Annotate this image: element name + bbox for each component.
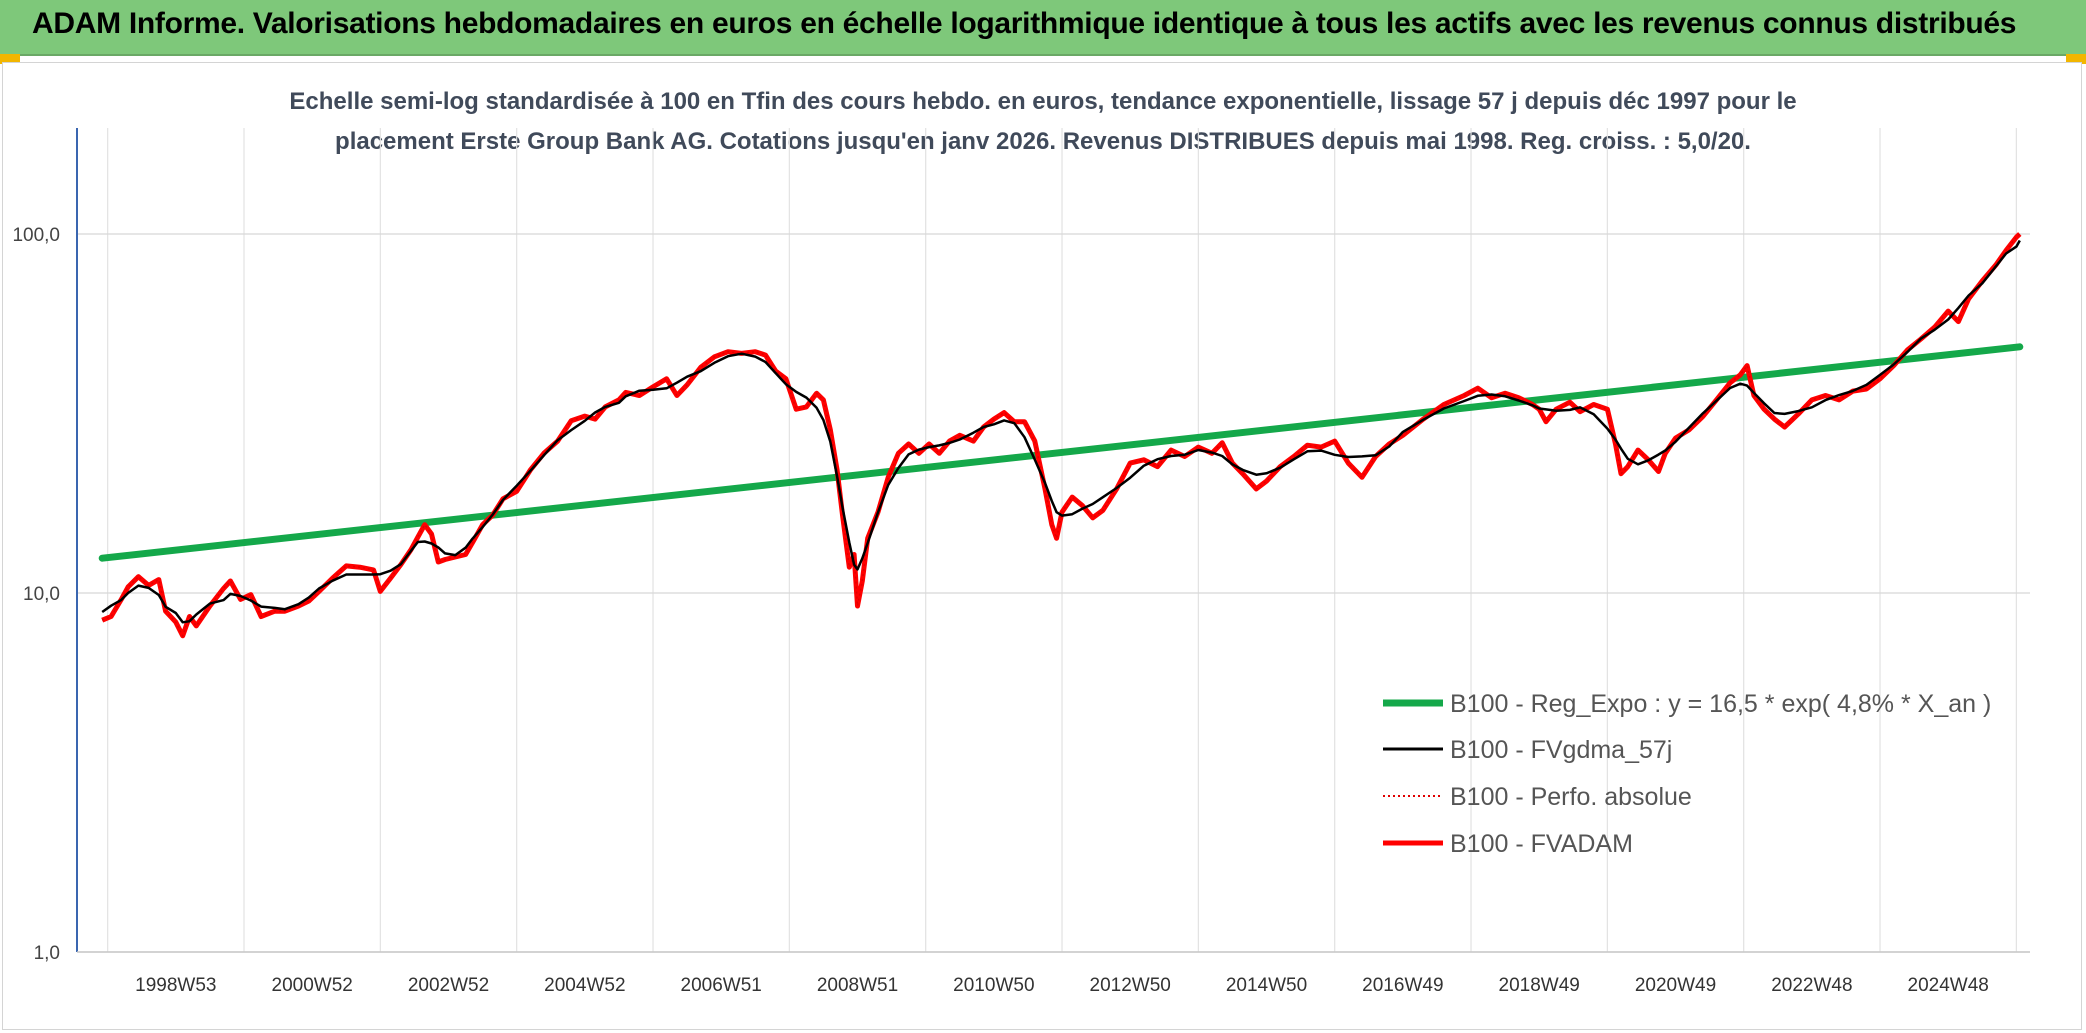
x-tick-label: 2000W52	[272, 975, 353, 996]
legend-label: B100 - FVADAM	[1450, 830, 1633, 858]
x-tick-label: 2010W50	[953, 975, 1034, 996]
x-tick-label: 2022W48	[1771, 975, 1852, 996]
chart-area	[2, 62, 2082, 1030]
x-tick-label: 2018W49	[1499, 975, 1580, 996]
x-tick-labels: 1998W53 2000W52 2002W52 2004W52 2006W51 2008W…	[135, 975, 1989, 996]
y-tick-labels: 1,0 10,0 100,0	[12, 225, 60, 964]
y-tick-label: 1,0	[34, 943, 60, 964]
x-tick-label: 2006W51	[681, 975, 762, 996]
series-lines	[98, 232, 2024, 639]
legend-label: B100 - FVgdma_57j	[1450, 736, 1672, 764]
series-fvgdma-line	[101, 239, 2021, 624]
legend: B100 - Reg_Expo : y = 16,5 * exp( 4,8% *…	[1383, 690, 1991, 858]
grid-lines	[77, 128, 2030, 953]
chart-subtitle-line-1: Echelle semi-log standardisée à 100 en T…	[289, 88, 1797, 115]
x-tick-label: 2020W49	[1635, 975, 1716, 996]
chart-subtitle-line-2: placement Erste Group Bank AG. Cotations…	[335, 128, 1751, 155]
banner: ADAM Informe. Valorisations hebdomadaire…	[0, 0, 2086, 56]
legend-label: B100 - Reg_Expo : y = 16,5 * exp( 4,8% *…	[1450, 690, 1991, 718]
x-tick-label: 2002W52	[408, 975, 489, 996]
legend-label: B100 - Perfo. absolue	[1450, 783, 1692, 811]
x-tick-label: 2012W50	[1090, 975, 1171, 996]
corner-marker-right	[2066, 54, 2086, 64]
banner-title: ADAM Informe. Valorisations hebdomadaire…	[32, 7, 2017, 40]
x-tick-label: 2014W50	[1226, 975, 1307, 996]
x-tick-label: 2016W49	[1362, 975, 1443, 996]
series-fvadam-line	[101, 232, 2022, 639]
x-tick-label: 2004W52	[544, 975, 625, 996]
series-reg-expo-line	[98, 343, 2024, 562]
y-tick-label: 100,0	[12, 225, 60, 246]
x-tick-label: 2024W48	[1908, 975, 1989, 996]
x-tick-label: 2008W51	[817, 975, 898, 996]
x-tick-label: 1998W53	[135, 975, 216, 996]
y-tick-label: 10,0	[23, 584, 60, 605]
corner-marker-left	[0, 54, 20, 64]
